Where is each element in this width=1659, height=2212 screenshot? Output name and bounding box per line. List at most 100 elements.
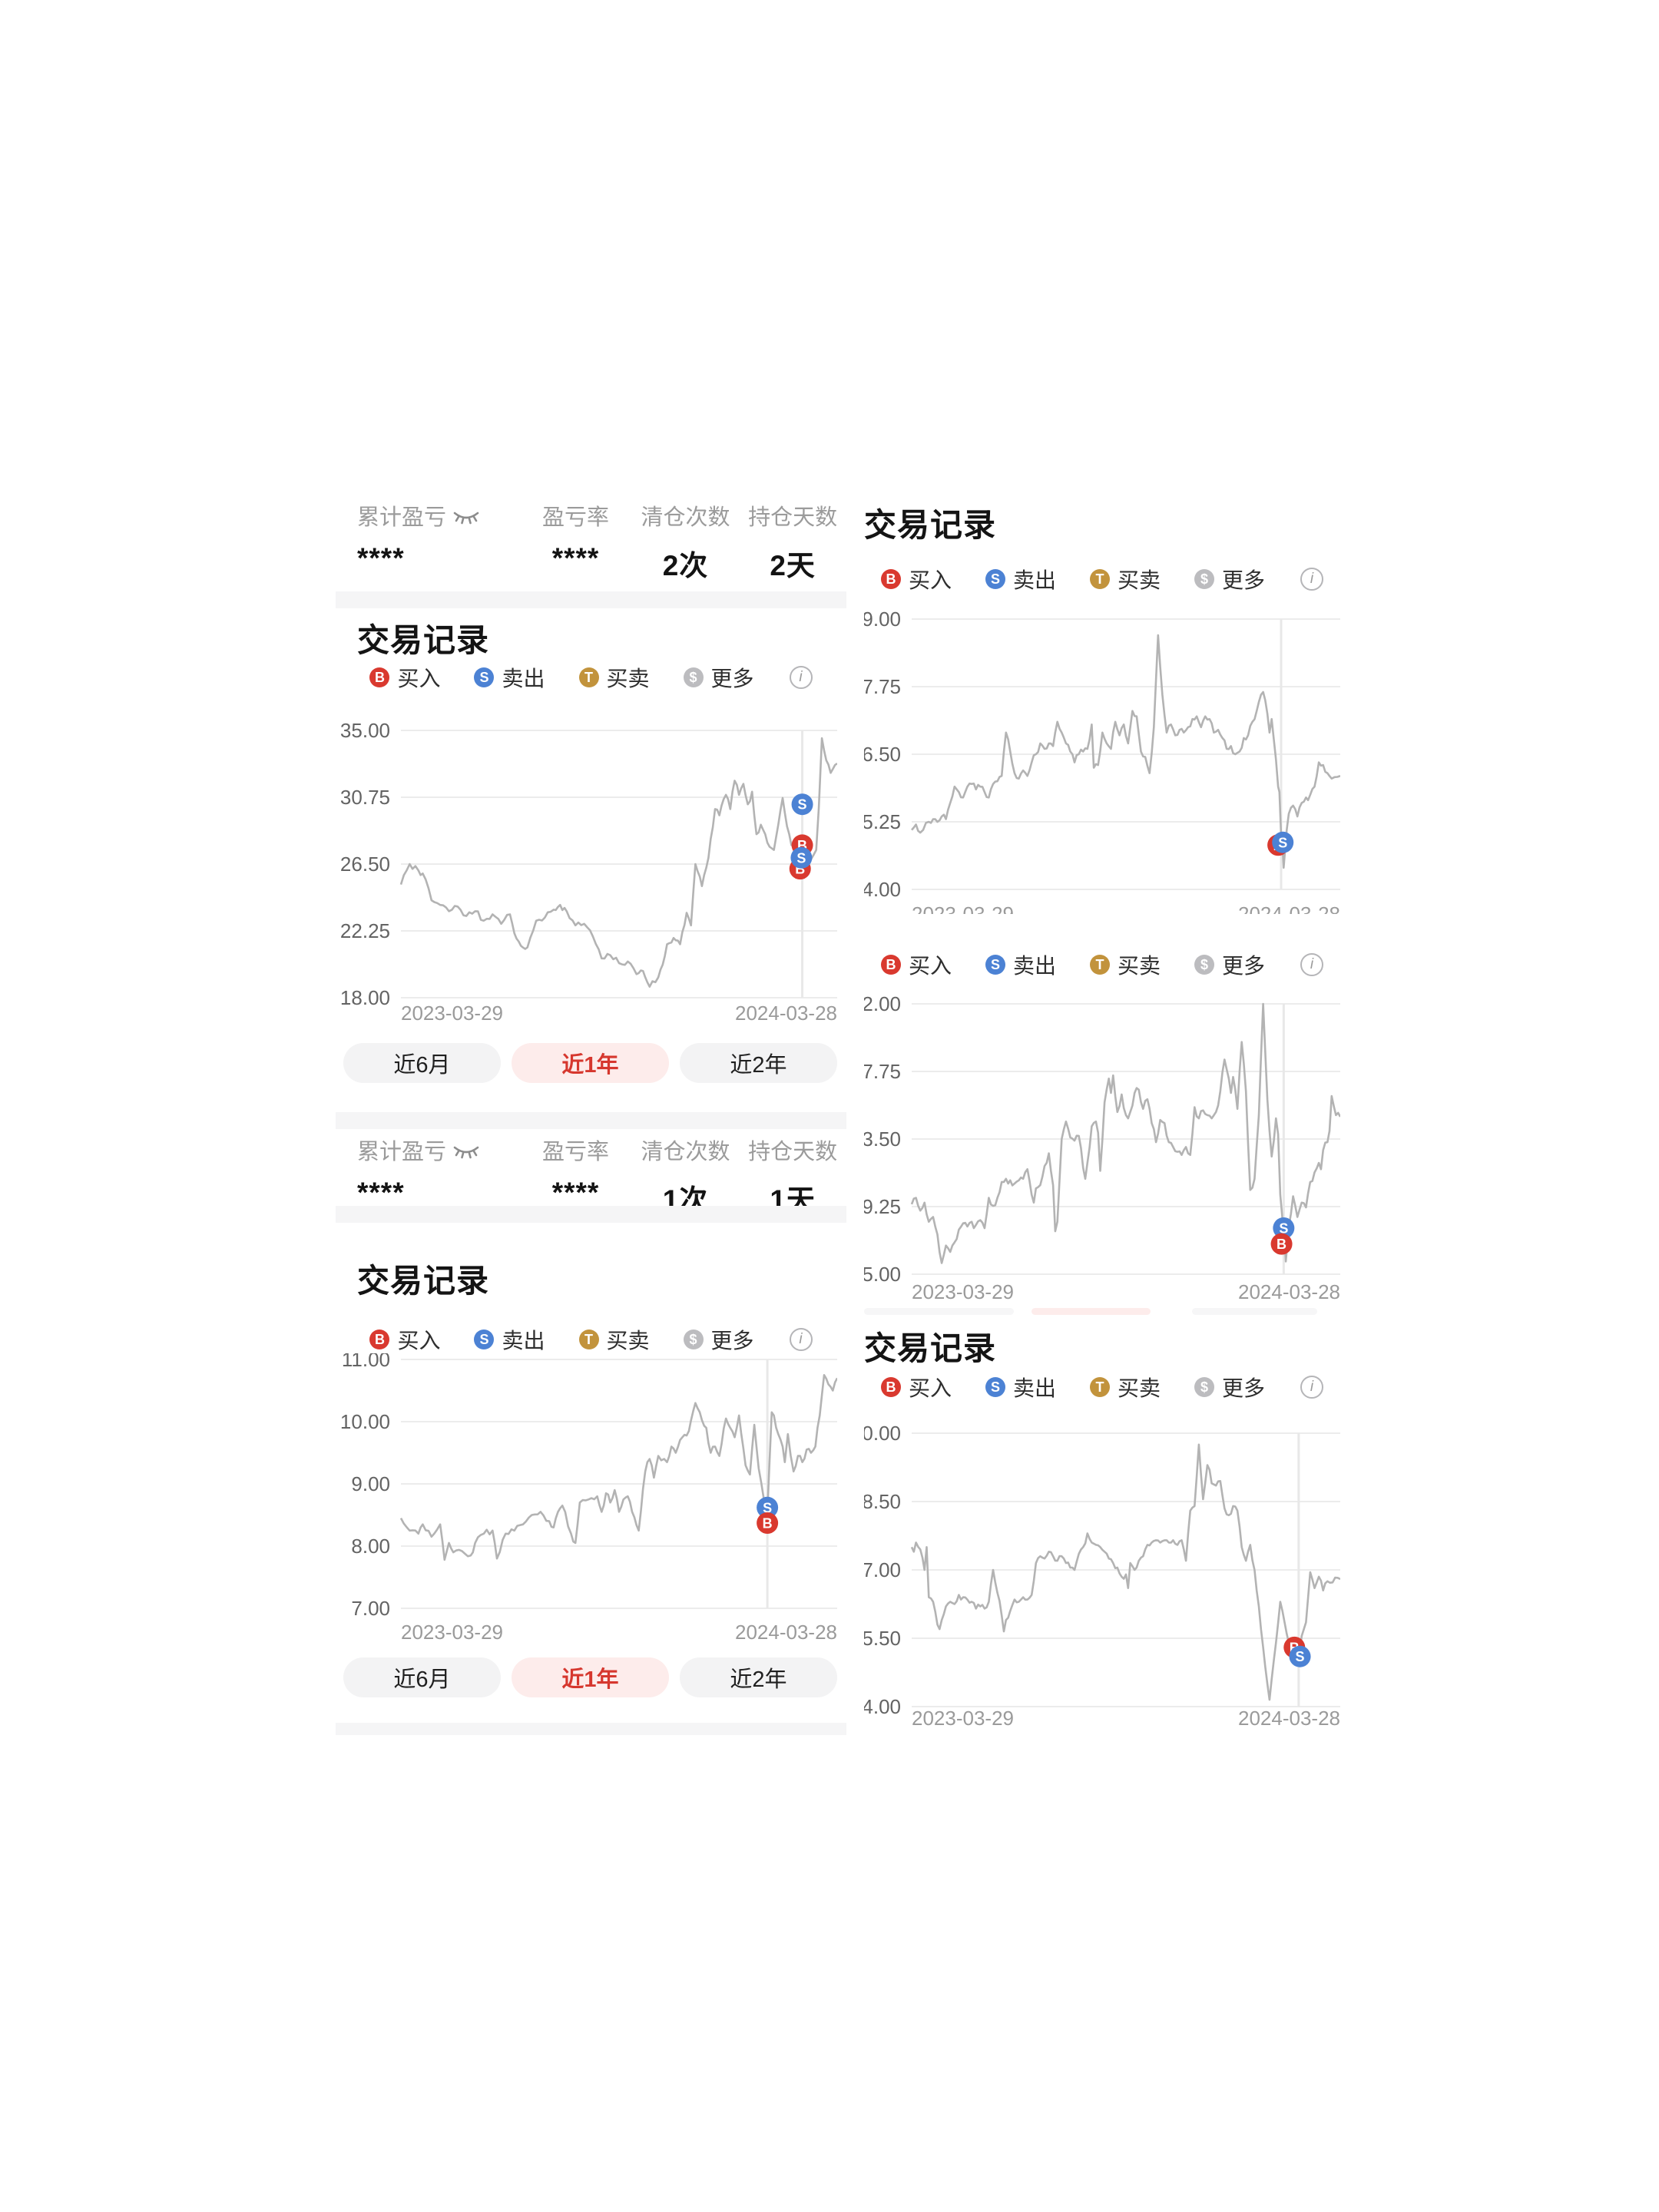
legend-label: 买卖 bbox=[1118, 1376, 1161, 1400]
eye-closed-icon[interactable] bbox=[452, 507, 480, 525]
legend-label: 卖出 bbox=[1012, 568, 1056, 592]
trade-marker-S[interactable]: S bbox=[757, 1496, 779, 1518]
legend-row: B 买入 S 卖出 T 买卖 $ 更多 i bbox=[336, 1326, 846, 1353]
x-axis-end-date: 2024-03-28 bbox=[1238, 1280, 1340, 1303]
clipped-pill bbox=[864, 1308, 1014, 1315]
legend-item-buy: B 买入 bbox=[880, 1372, 952, 1402]
x-axis-start-date: 2023-03-29 bbox=[401, 1621, 503, 1644]
range-2y-button[interactable]: 近2年 bbox=[680, 1657, 837, 1697]
info-icon[interactable]: i bbox=[1300, 1376, 1324, 1399]
legend-sell-icon: S bbox=[985, 569, 1005, 589]
trade-marker-S[interactable]: S bbox=[1273, 1217, 1295, 1239]
svg-text:S: S bbox=[763, 1500, 772, 1515]
info-icon[interactable]: i bbox=[1300, 953, 1324, 976]
svg-text:S: S bbox=[798, 797, 807, 813]
legend-buy-icon: B bbox=[880, 1377, 901, 1397]
y-tick-label: 4.00 bbox=[864, 1695, 901, 1718]
x-axis-start-date: 2023-03-29 bbox=[401, 1002, 503, 1025]
legend-buy-icon: B bbox=[880, 955, 901, 975]
chart-svg: 10.00 8.50 7.00 5.50 4.00 2023-03-29 2024-03-2… bbox=[864, 1422, 1340, 1730]
range-2y-button[interactable]: 近2年 bbox=[680, 1043, 837, 1083]
x-axis-end-date: 2024-03-28 bbox=[735, 1621, 837, 1644]
info-icon[interactable]: i bbox=[789, 1328, 813, 1351]
price-line bbox=[399, 1373, 837, 1561]
legend-row: B 买入 S 卖出 T 买卖 $ 更多 i bbox=[336, 664, 846, 691]
legend-item-trade: T 买卖 bbox=[1090, 949, 1161, 980]
stat-cumulative-pnl: 累计盈亏 **** bbox=[336, 1134, 519, 1218]
chart-svg: 9.00 7.75 6.50 5.25 4.00 2023-03-29 2024-03-28… bbox=[864, 608, 1340, 914]
section-title: 交易记录 bbox=[864, 507, 997, 543]
info-icon[interactable]: i bbox=[1300, 568, 1324, 591]
x-axis-start-date: 2023-03-29 bbox=[912, 1280, 1014, 1303]
y-tick-label: 18.00 bbox=[340, 986, 390, 1009]
legend-item-trade: T 买卖 bbox=[578, 1324, 650, 1355]
section-divider bbox=[336, 1206, 846, 1223]
legend-label: 买卖 bbox=[1118, 568, 1161, 592]
legend-label: 更多 bbox=[1222, 568, 1266, 592]
section-title: 交易记录 bbox=[357, 1263, 490, 1299]
y-tick-label: 22.25 bbox=[340, 919, 390, 942]
chart-svg: 42.00 37.75 33.50 29.25 25.00 2023-03-29 2024-… bbox=[864, 992, 1340, 1303]
y-tick-label: 11.00 bbox=[342, 1353, 390, 1371]
legend-buy-icon: B bbox=[880, 569, 901, 589]
legend-label: 买入 bbox=[397, 1329, 441, 1353]
legend-label: 买卖 bbox=[606, 1329, 650, 1353]
legend-item-more: $ 更多 bbox=[1194, 949, 1265, 980]
trade-marker-S[interactable]: S bbox=[1272, 831, 1294, 853]
stat-pnl-rate: 盈亏率 **** bbox=[542, 505, 610, 574]
legend-buy-icon: B bbox=[369, 667, 390, 687]
trade-marker-S[interactable]: S bbox=[790, 846, 813, 869]
y-tick-label: 9.00 bbox=[864, 608, 901, 631]
clipped-range-buttons bbox=[864, 1308, 1340, 1315]
svg-text:S: S bbox=[1296, 1649, 1305, 1664]
info-icon[interactable]: i bbox=[789, 666, 813, 689]
y-tick-label: 7.75 bbox=[864, 675, 901, 698]
legend-label: 卖出 bbox=[502, 1329, 545, 1353]
legend-label: 买入 bbox=[397, 667, 441, 690]
section-divider bbox=[336, 591, 846, 608]
legend-sell-icon: S bbox=[474, 1330, 495, 1349]
trade-marker-B[interactable]: B bbox=[757, 1512, 779, 1535]
y-tick-label: 6.50 bbox=[864, 743, 901, 766]
x-axis-end-date: 2024-03-28 bbox=[1238, 1707, 1340, 1730]
stat-value: 2次 bbox=[662, 550, 709, 581]
legend-item-buy: B 买入 bbox=[880, 564, 952, 594]
y-tick-label: 9.00 bbox=[351, 1472, 390, 1495]
legend-more-icon: $ bbox=[1194, 1377, 1215, 1397]
legend-item-buy: B 买入 bbox=[880, 949, 952, 980]
legend-row: B 买入 S 卖出 T 买卖 $ 更多 i bbox=[864, 565, 1340, 593]
y-tick-label: 10.00 bbox=[864, 1422, 901, 1445]
eye-closed-icon[interactable] bbox=[452, 1141, 480, 1159]
trade-marker-S[interactable]: S bbox=[1289, 1645, 1311, 1667]
legend-trade-icon: T bbox=[1090, 569, 1110, 589]
range-6m-button[interactable]: 近6月 bbox=[343, 1043, 501, 1083]
legend-label: 更多 bbox=[710, 667, 754, 690]
legend-more-icon: $ bbox=[1194, 569, 1215, 589]
stat-value: **** bbox=[551, 1177, 600, 1208]
y-tick-label: 42.00 bbox=[864, 992, 901, 1015]
legend-item-sell: S 卖出 bbox=[985, 564, 1056, 594]
legend-item-more: $ 更多 bbox=[683, 662, 754, 693]
range-1y-button[interactable]: 近1年 bbox=[512, 1043, 669, 1083]
legend-trade-icon: T bbox=[578, 667, 599, 687]
svg-text:B: B bbox=[1277, 1237, 1286, 1252]
x-axis-end-date: 2024-03-28 bbox=[1238, 902, 1340, 914]
y-tick-label: 8.00 bbox=[351, 1535, 390, 1558]
range-6m-button[interactable]: 近6月 bbox=[343, 1657, 501, 1697]
trade-marker-S[interactable]: S bbox=[791, 793, 813, 816]
trade-marker-B[interactable]: B bbox=[1270, 1233, 1293, 1255]
x-axis-clipped-fragment: – · · · bbox=[866, 902, 913, 914]
stat-value: **** bbox=[357, 1177, 405, 1208]
legend-trade-icon: T bbox=[1090, 955, 1110, 975]
legend-label: 买入 bbox=[908, 954, 952, 978]
legend-row: B 买入 S 卖出 T 买卖 $ 更多 i bbox=[864, 951, 1340, 979]
legend-label: 买入 bbox=[908, 1376, 952, 1400]
legend-item-sell: S 卖出 bbox=[474, 662, 545, 693]
range-1y-button[interactable]: 近1年 bbox=[512, 1657, 669, 1697]
price-line bbox=[399, 737, 837, 988]
stat-value: **** bbox=[551, 542, 600, 574]
y-tick-label: 33.50 bbox=[864, 1128, 901, 1151]
section-title: 交易记录 bbox=[864, 1330, 997, 1366]
legend-sell-icon: S bbox=[985, 1377, 1005, 1397]
legend-more-icon: $ bbox=[683, 1330, 704, 1349]
